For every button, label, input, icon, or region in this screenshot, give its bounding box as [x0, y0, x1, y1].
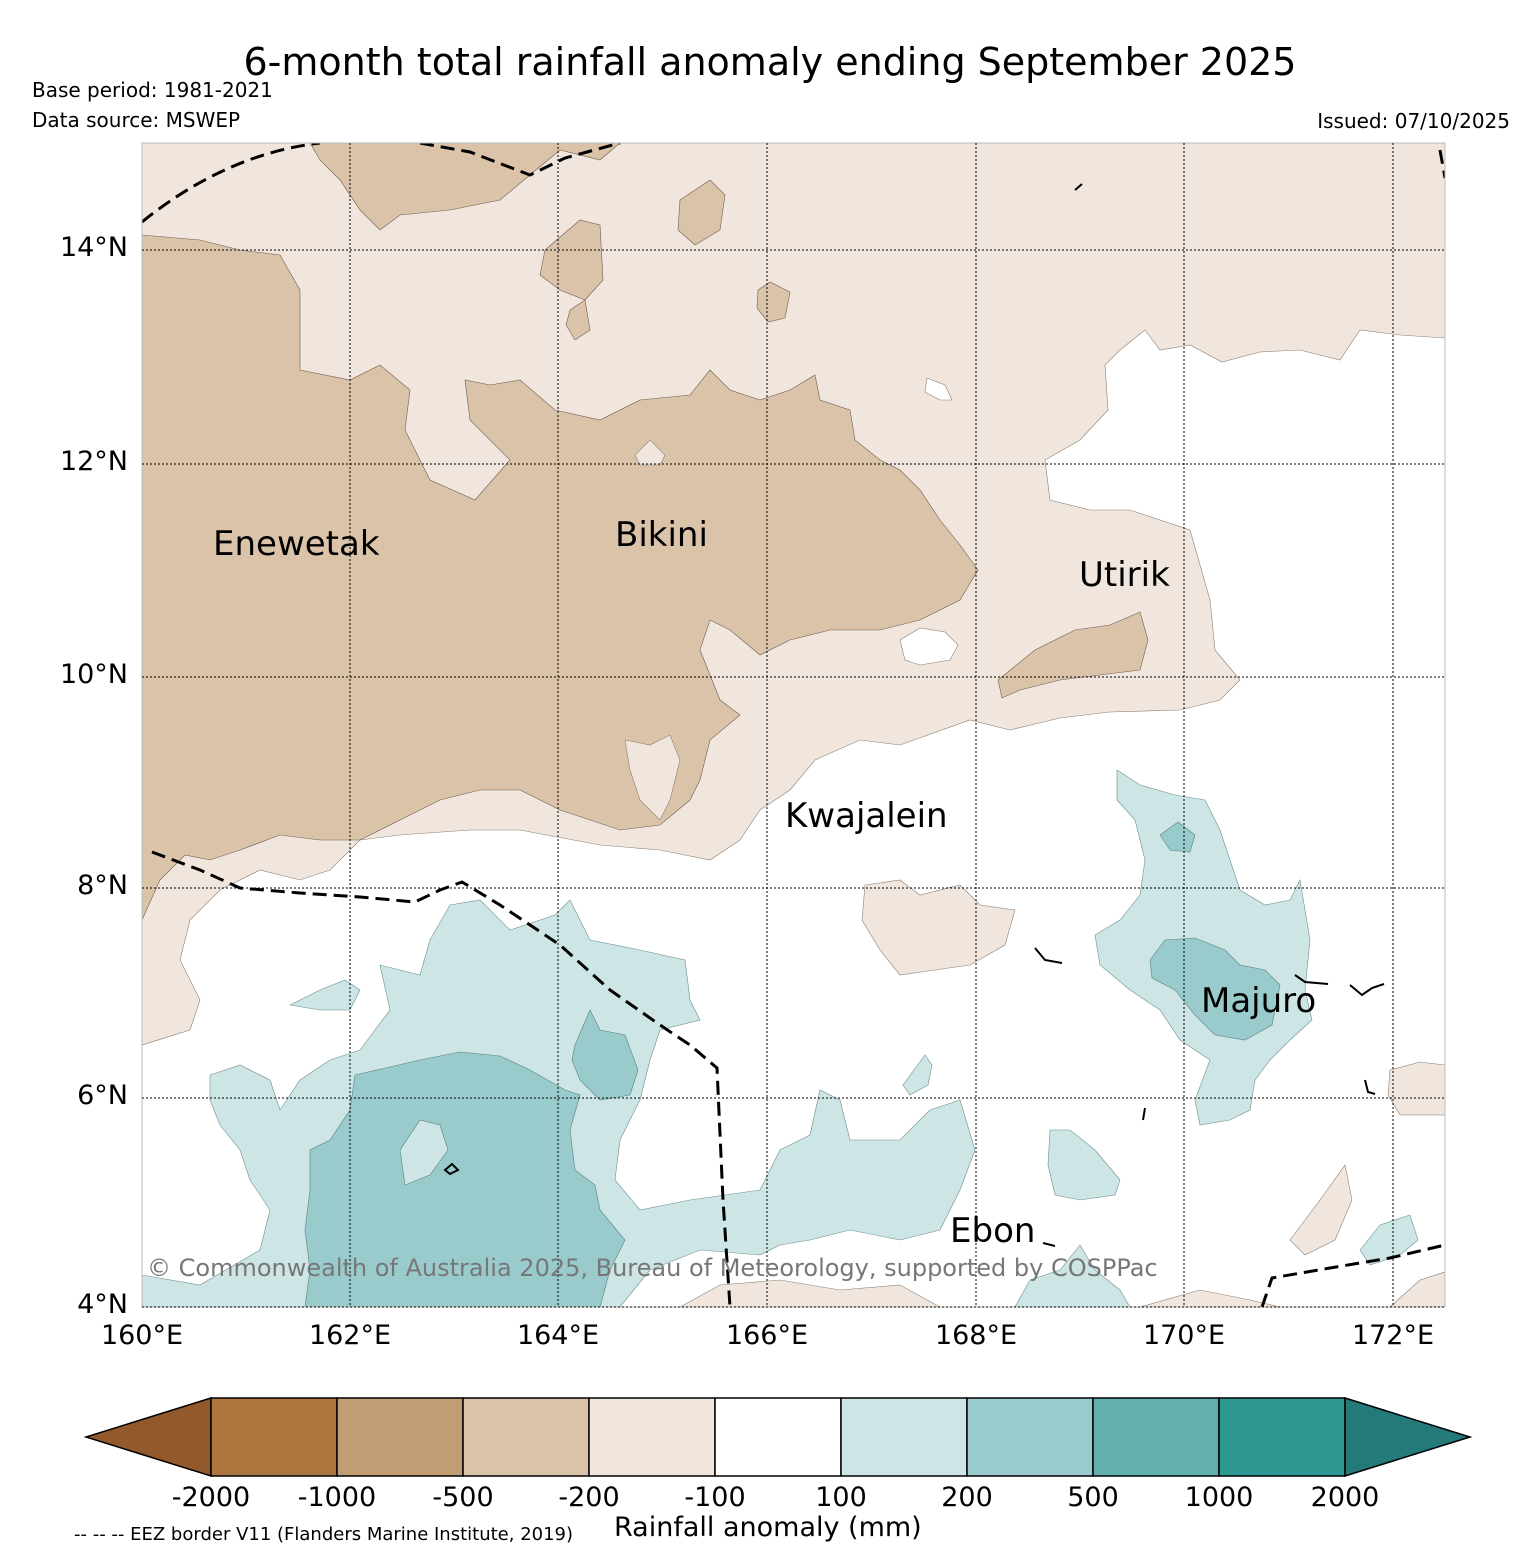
map-title: 6-month total rainfall anomaly ending Se… — [243, 40, 1297, 84]
colorbar-tick-label: 200 — [941, 1482, 993, 1513]
place-label-ebon: Ebon — [950, 1211, 1036, 1251]
lat-label: 8°N — [77, 870, 128, 901]
colorbar-tick-label: 500 — [1067, 1482, 1119, 1513]
colorbar-swatch — [210, 1397, 338, 1477]
lat-label: 10°N — [59, 659, 128, 690]
colorbar-tick-label: -100 — [684, 1482, 746, 1513]
issued-date: Issued: 07/10/2025 — [1317, 109, 1510, 133]
colorbar-tick-label: 1000 — [1184, 1482, 1254, 1513]
rainfall-field — [142, 143, 1445, 1307]
colorbar-tick-label: 100 — [815, 1482, 867, 1513]
lat-label: 6°N — [77, 1080, 128, 1111]
colorbar-tick-label: -1000 — [297, 1482, 377, 1513]
graticule — [142, 143, 1445, 1308]
lon-label: 160°E — [100, 1320, 184, 1351]
anomaly-region-wet — [304, 1051, 626, 1307]
lon-label: 166°E — [725, 1320, 809, 1351]
colorbar-swatch — [840, 1397, 968, 1477]
colorbar — [83, 1396, 1473, 1478]
lon-label: 168°E — [934, 1320, 1018, 1351]
anomaly-region-dry — [142, 234, 979, 921]
place-label-enewetak: Enewetak — [213, 524, 380, 564]
colorbar-swatch — [336, 1397, 464, 1477]
base-period: Base period: 1981-2021 — [32, 78, 273, 102]
colorbar-swatch — [966, 1397, 1094, 1477]
lat-label: 14°N — [59, 232, 128, 263]
place-label-utirik: Utirik — [1079, 555, 1170, 595]
lat-label: 12°N — [59, 446, 128, 477]
atoll-outlines — [443, 183, 1385, 1247]
eez-legend-note: -- -- -- EEZ border V11 (Flanders Marine… — [74, 1524, 574, 1545]
colorbar-tick-label: -500 — [432, 1482, 494, 1513]
colorbar-swatch — [1092, 1397, 1220, 1477]
place-label-bikini: Bikini — [615, 515, 708, 555]
place-label-majuro: Majuro — [1201, 981, 1317, 1021]
colorbar-swatch — [462, 1397, 590, 1477]
colorbar-swatch — [1218, 1397, 1346, 1477]
eez-border — [142, 143, 1445, 1307]
lon-label: 164°E — [516, 1320, 600, 1351]
lon-label: 170°E — [1142, 1320, 1226, 1351]
colorbar-extend-low — [83, 1396, 212, 1478]
place-label-kwajalein: Kwajalein — [785, 796, 948, 836]
colorbar-extend-high — [1344, 1396, 1473, 1478]
lon-label: 172°E — [1351, 1320, 1435, 1351]
lat-label: 4°N — [77, 1289, 128, 1320]
lon-label: 162°E — [308, 1320, 392, 1351]
colorbar-tick-label: 2000 — [1310, 1482, 1380, 1513]
colorbar-tick-label: -2000 — [171, 1482, 251, 1513]
copyright-notice: © Commonwealth of Australia 2025, Bureau… — [147, 1254, 1158, 1282]
colorbar-label: Rainfall anomaly (mm) — [614, 1512, 922, 1543]
colorbar-tick-label: -200 — [558, 1482, 620, 1513]
data-source: Data source: MSWEP — [32, 108, 241, 132]
colorbar-swatch — [588, 1397, 716, 1477]
colorbar-swatch — [714, 1397, 842, 1477]
